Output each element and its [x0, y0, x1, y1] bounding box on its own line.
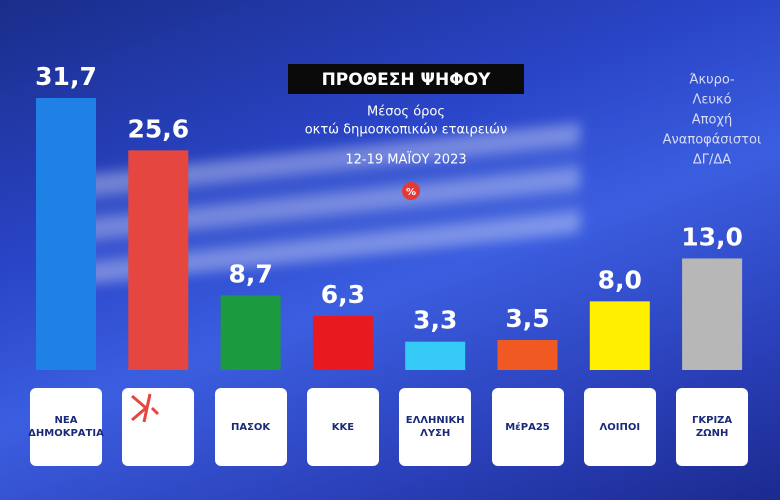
chart-title: ΠΡΟΘΕΣΗ ΨΗΦΟΥ: [322, 70, 492, 90]
title-box: [288, 64, 524, 94]
unit-badge: [402, 182, 420, 200]
bar: [220, 295, 281, 370]
logo-symbol: [131, 393, 160, 423]
value-label: 6,3: [321, 280, 365, 309]
bar: [497, 339, 558, 370]
value-label: 13,0: [681, 222, 743, 251]
subtitle: οκτώ δημοσκοπικών εταιρειών: [305, 123, 508, 138]
subtitle: Μέσος όρος: [367, 105, 445, 120]
unit: %: [406, 187, 416, 198]
party-logo: ΝΕΑ ΔΗΜΟΚΡΑΤΙΑ: [28, 388, 104, 466]
party-logo: ΚΚΕ: [306, 388, 379, 466]
bar: [128, 150, 189, 370]
annotation: Αναποφάσιστοι: [663, 133, 762, 148]
date: 12-19 ΜΑΪΟΥ 2023: [345, 152, 466, 168]
value-label: 3,3: [413, 306, 457, 335]
party-logo: [122, 388, 195, 466]
value-label: 25,6: [127, 114, 189, 143]
bar: [312, 315, 373, 370]
value-label: 8,0: [598, 265, 642, 294]
bar: [405, 341, 466, 370]
party-logo: ΛΟΙΠΟΙ: [583, 388, 656, 466]
annotation: ΔΓ/ΔΑ: [693, 153, 731, 168]
value-label: 3,5: [505, 304, 549, 333]
party-logo: ΜέΡΑ25: [491, 388, 564, 466]
annotation: Αποχή: [692, 113, 732, 128]
value-label: 8,7: [228, 259, 272, 288]
annotation: Λευκό: [692, 93, 731, 108]
party-logo: ΓΚΡΙΖΑ ΖΩΝΗ: [676, 388, 749, 466]
annotation: Άκυρο-: [689, 73, 734, 88]
bar: [682, 258, 743, 370]
bar: [36, 98, 96, 370]
party-logo: ΠΑΣΟΚ: [214, 388, 287, 466]
party-logo: ΕΛΛΗΝΙΚΗ ΛΥΣΗ: [399, 388, 472, 466]
bar: [589, 301, 650, 370]
value-label: 31,7: [35, 62, 97, 91]
